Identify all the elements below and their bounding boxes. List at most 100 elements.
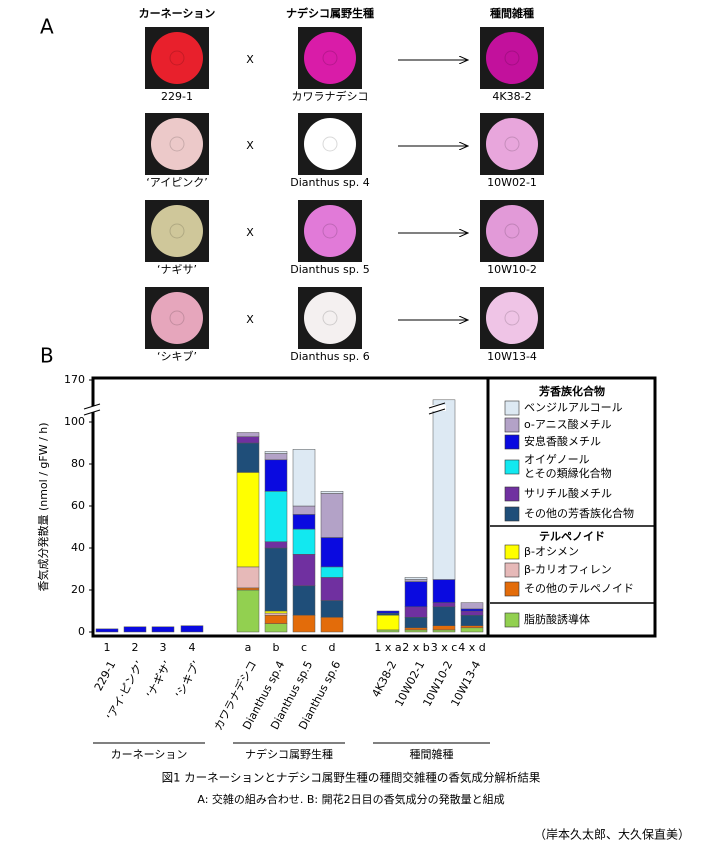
flower-name: ‘アイピンク’ [146, 176, 207, 189]
flower-name: ‘シキブ’ [157, 349, 197, 363]
axis-break [85, 406, 101, 412]
legend-label: 安息香酸メチル [524, 434, 601, 448]
flower-center [169, 310, 185, 326]
bar-segment [236, 589, 260, 633]
flower-name: カワラナデシコ [292, 89, 369, 103]
bar-segment [376, 614, 400, 631]
legend-swatch [504, 506, 520, 522]
bar-segment [376, 610, 400, 614]
bar-segment [432, 602, 456, 608]
column-header: カーネーション [139, 7, 216, 20]
x-tick-label: 4 [189, 641, 196, 654]
legend-swatch [504, 434, 520, 450]
flower-center [322, 223, 338, 239]
group-label: カーネーション [111, 748, 188, 761]
legend-label: o-アニス酸メチル [524, 417, 612, 431]
x-tick-label: 2 [132, 641, 139, 654]
bar-segment [432, 629, 456, 633]
plot-frame [91, 376, 657, 638]
bar-segment [404, 581, 428, 608]
flower-center [504, 223, 520, 239]
column-header: 種間雑種 [490, 6, 534, 20]
panel-label: B [40, 344, 54, 368]
axis-break [430, 405, 446, 411]
legend-swatch [504, 417, 520, 433]
bar-segment [404, 627, 428, 631]
flower-center [504, 136, 520, 152]
bar-segment [264, 453, 288, 461]
axis-break-mark [83, 403, 101, 416]
x-tick-label: b [273, 641, 280, 654]
x-tick-label: 3 [160, 641, 167, 654]
cross-symbol: X [246, 139, 254, 152]
bar-segment [320, 491, 344, 494]
bar-segment [236, 472, 260, 568]
x-tick-label: 1 x a [374, 641, 401, 654]
bar-segment [264, 547, 288, 612]
bar-segment [292, 528, 316, 555]
flower-center [322, 50, 338, 66]
y-tick-label: 80 [71, 457, 85, 470]
bar-segment [460, 602, 484, 610]
y-tick-label: 0 [78, 625, 85, 638]
bar-segment [292, 614, 316, 633]
bar-segment [292, 449, 316, 507]
flower-name: 10W10-2 [487, 263, 537, 276]
legend-swatch [504, 486, 520, 502]
bar-segment [236, 432, 260, 437]
bar-segment [376, 612, 400, 616]
flower-name: ‘ナギサ’ [157, 263, 197, 276]
bar-segment [320, 493, 344, 538]
bar-segment [236, 442, 260, 473]
bar-segment [376, 629, 400, 633]
bar-segment [292, 514, 316, 530]
bar-segment [404, 617, 428, 629]
legend-swatch [504, 562, 520, 578]
y-axis-label: 香気成分発散量 (nmol / gFW / h) [36, 422, 50, 591]
bar-segment [404, 606, 428, 618]
flower-name: 4K38-2 [492, 90, 531, 103]
flower-center [169, 136, 185, 152]
x-tick-label: 3 x c [431, 641, 458, 654]
bar-segment [292, 585, 316, 616]
y-tick-label: 40 [71, 541, 85, 554]
bar-segment [404, 579, 428, 582]
x-tick-label: d [329, 641, 336, 654]
flower-name: Dianthus sp. 5 [290, 263, 369, 276]
bar-segment [432, 625, 456, 631]
bar-segment [264, 451, 288, 454]
bar-segment [264, 612, 288, 616]
flower-name: Dianthus sp. 6 [290, 350, 369, 363]
flower-center [322, 310, 338, 326]
bar-segment [320, 600, 344, 618]
bar-segment [236, 587, 260, 591]
sample-name: 229-1 [92, 659, 118, 693]
flower-center [504, 310, 520, 326]
legend-label: β-カリオフィレン [524, 563, 612, 576]
x-tick-label: a [245, 641, 252, 654]
y-tick-label: 170 [64, 373, 85, 386]
flower-center [504, 50, 520, 66]
legend-label: 脂肪酸誘導体 [524, 612, 590, 626]
bar-segment [151, 626, 175, 633]
bar-segment [264, 610, 288, 614]
bar-segment [460, 608, 484, 612]
axis-break-mark [428, 402, 446, 415]
flower-center [169, 223, 185, 239]
bar-segment [320, 537, 344, 568]
bar-segment [460, 610, 484, 616]
column-header: ナデシコ属野生種 [286, 6, 374, 20]
bar-segment [460, 625, 484, 629]
legend-label: オイゲノールとその類縁化合物 [524, 453, 612, 480]
flower-name: Dianthus sp. 4 [290, 176, 369, 189]
y-tick-label: 60 [71, 499, 85, 512]
bar-segment [180, 625, 204, 633]
legend-label: その他のテルペノイド [524, 582, 634, 595]
flower-name: 229-1 [161, 90, 193, 103]
legend-swatch [504, 544, 520, 560]
bar-segment [264, 459, 288, 492]
legend-swatch [504, 400, 520, 416]
y-tick-label: 20 [71, 583, 85, 596]
bar-segment [460, 614, 484, 626]
